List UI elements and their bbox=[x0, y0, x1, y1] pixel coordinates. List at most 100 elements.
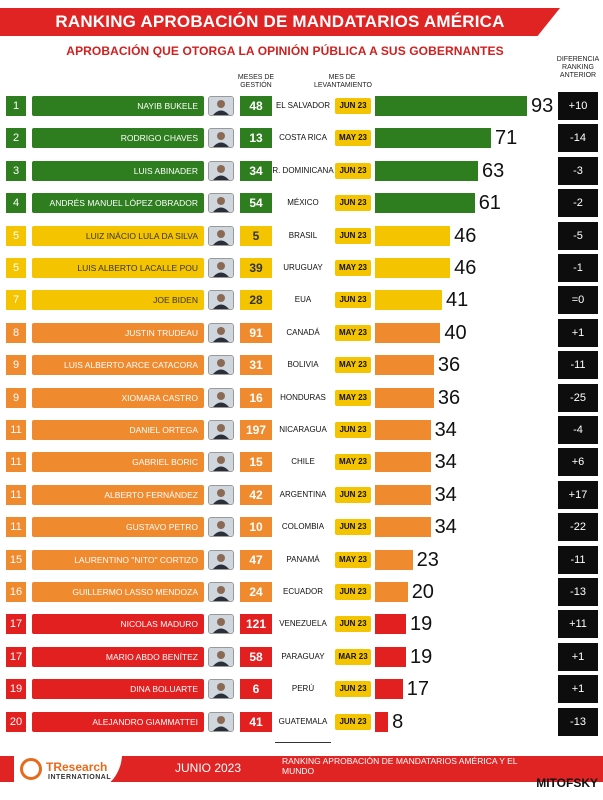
chart-row: 5 LUIS ALBERTO LACALLE POU 39 URUGUAY MAY 23… bbox=[0, 254, 603, 282]
survey-date-label: JUN 23 bbox=[335, 681, 371, 698]
months-in-office: 42 bbox=[240, 484, 272, 505]
rank-label: 17 bbox=[6, 614, 26, 635]
months-in-office: 28 bbox=[240, 290, 272, 311]
rank-diff-label: -5 bbox=[558, 221, 598, 250]
chart-row: 19 DINA BOLUARTE 6 PERÚ JUN 23 17 +1 bbox=[0, 675, 603, 704]
leader-photo-icon bbox=[208, 484, 234, 505]
rank-diff-label: +1 bbox=[558, 675, 598, 704]
leader-name: GABRIEL BORIC bbox=[32, 452, 204, 473]
footer: TResearch INTERNATIONAL JUNIO 2023 RANKI… bbox=[0, 752, 603, 800]
chart-row: 20 ALEJANDRO GIAMMATTEI 41 GUATEMALA JUN 23 8… bbox=[0, 707, 603, 736]
survey-date-label: MAR 23 bbox=[335, 648, 371, 665]
rank-label: 15 bbox=[6, 549, 26, 570]
leader-name: GUSTAVO PETRO bbox=[32, 517, 204, 538]
leader-photo-icon bbox=[208, 96, 234, 116]
country-label: PANAMÁ bbox=[286, 554, 320, 564]
months-in-office: 16 bbox=[240, 387, 272, 408]
rank-diff-label: -25 bbox=[558, 383, 598, 412]
survey-date-label: MAY 23 bbox=[335, 551, 371, 568]
leader-name: MARIO ABDO BENÍTEZ bbox=[32, 646, 204, 667]
approval-value: 23 bbox=[416, 548, 439, 571]
country-label: COLOMBIA bbox=[281, 522, 325, 532]
survey-date-label: JUN 23 bbox=[335, 162, 371, 179]
leader-name: LUIS ABINADER bbox=[32, 160, 204, 181]
survey-date-label: JUN 23 bbox=[335, 486, 371, 503]
rank-diff-label: +6 bbox=[558, 448, 598, 477]
column-header-diff: DIFERENCIA RANKING ANTERIOR bbox=[556, 56, 600, 79]
approval-bar bbox=[375, 258, 451, 278]
chart-row: 11 GUSTAVO PETRO 10 COLOMBIA JUN 23 34 -22 bbox=[0, 513, 603, 542]
rank-diff-label: -13 bbox=[558, 707, 598, 736]
rank-diff-label: -3 bbox=[558, 156, 598, 185]
months-in-office: 13 bbox=[240, 128, 272, 149]
mitofsky-brand: MITOFSKY bbox=[536, 776, 598, 790]
approval-value: 93 bbox=[531, 95, 554, 117]
approval-bar bbox=[375, 679, 403, 700]
chart-row: 7 JOE BIDEN 28 EUA JUN 23 41 =0 bbox=[0, 286, 603, 315]
leader-photo-icon bbox=[208, 225, 234, 246]
chart-row: 15 LAURENTINO "NITO" CORTIZO 47 PANAMÁ MAY 2… bbox=[0, 545, 603, 574]
survey-date-label: MAY 23 bbox=[335, 324, 371, 341]
leader-name: JUSTIN TRUDEAU bbox=[32, 322, 204, 343]
months-in-office: 54 bbox=[240, 193, 272, 214]
months-in-office: 197 bbox=[240, 420, 272, 440]
leader-name: LUIS ALBERTO ARCE CATACORA bbox=[32, 355, 204, 376]
survey-date-label: JUN 23 bbox=[335, 195, 371, 212]
footer-date: JUNIO 2023 bbox=[175, 761, 242, 775]
country-label: CHILE bbox=[291, 457, 315, 467]
leader-photo-icon bbox=[208, 322, 234, 343]
approval-value: 34 bbox=[434, 483, 457, 506]
rank-label: 7 bbox=[6, 290, 26, 311]
header: RANKING APROBACIÓN DE MANDATARIOS AMÉRIC… bbox=[0, 0, 603, 79]
survey-date-label: MAY 23 bbox=[335, 260, 371, 276]
leader-name: JOE BIDEN bbox=[32, 290, 204, 311]
rank-diff-label: -11 bbox=[558, 351, 598, 380]
approval-bar bbox=[375, 549, 413, 570]
country-label: COSTA RICA bbox=[279, 133, 327, 143]
approval-bar bbox=[375, 290, 442, 311]
approval-value: 17 bbox=[406, 678, 430, 701]
survey-date-label: JUN 23 bbox=[335, 713, 371, 730]
rank-diff-label: -11 bbox=[558, 545, 598, 574]
country-label: MÉXICO bbox=[287, 198, 319, 208]
tresearch-ring-icon bbox=[20, 758, 42, 780]
rank-label: 1 bbox=[6, 96, 26, 116]
survey-date-label: MAY 23 bbox=[335, 130, 371, 147]
months-in-office: 121 bbox=[240, 614, 272, 635]
rank-label: 11 bbox=[6, 517, 26, 538]
rank-diff-label: -22 bbox=[558, 513, 598, 542]
leader-name: ALEJANDRO GIAMMATTEI bbox=[32, 711, 204, 732]
leader-name: DINA BOLUARTE bbox=[32, 679, 204, 700]
approval-value: 41 bbox=[446, 289, 469, 312]
survey-date-label: JUN 23 bbox=[335, 422, 371, 438]
rank-label: 19 bbox=[6, 679, 26, 700]
survey-date-label: MAY 23 bbox=[335, 454, 371, 471]
rank-label: 16 bbox=[6, 582, 26, 602]
chart-row: 1 NAYIB BUKELE 48 EL SALVADOR JUN 23 93 +10 bbox=[0, 92, 603, 120]
rank-label: 2 bbox=[6, 128, 26, 149]
approval-value: 34 bbox=[434, 451, 457, 474]
rank-diff-label: +17 bbox=[558, 480, 598, 509]
approval-bar bbox=[375, 420, 431, 440]
country-label: CANADÁ bbox=[286, 327, 320, 337]
approval-bar bbox=[375, 452, 431, 473]
approval-bar bbox=[375, 484, 431, 505]
leader-name: DANIEL ORTEGA bbox=[32, 420, 204, 440]
leader-photo-icon bbox=[208, 549, 234, 570]
months-in-office: 47 bbox=[240, 549, 272, 570]
approval-bar bbox=[375, 225, 451, 246]
leader-photo-icon bbox=[208, 614, 234, 635]
rank-label: 20 bbox=[6, 711, 26, 732]
mitofsky-swoosh-icon bbox=[554, 764, 594, 776]
rank-label: 4 bbox=[6, 193, 26, 214]
approval-bar bbox=[375, 711, 389, 732]
chart-row: 2 RODRIGO CHAVES 13 COSTA RICA MAY 23 71 -14 bbox=[0, 124, 603, 153]
leader-photo-icon bbox=[208, 452, 234, 473]
rank-diff-label: -4 bbox=[558, 416, 598, 444]
approval-value: 71 bbox=[495, 127, 518, 150]
chart-row: 3 LUIS ABINADER 34 R. DOMINICANA JUN 23 63 -3 bbox=[0, 156, 603, 185]
approval-bar bbox=[375, 128, 492, 149]
approval-value: 36 bbox=[437, 354, 461, 377]
months-in-office: 91 bbox=[240, 322, 272, 343]
rank-label: 8 bbox=[6, 322, 26, 343]
